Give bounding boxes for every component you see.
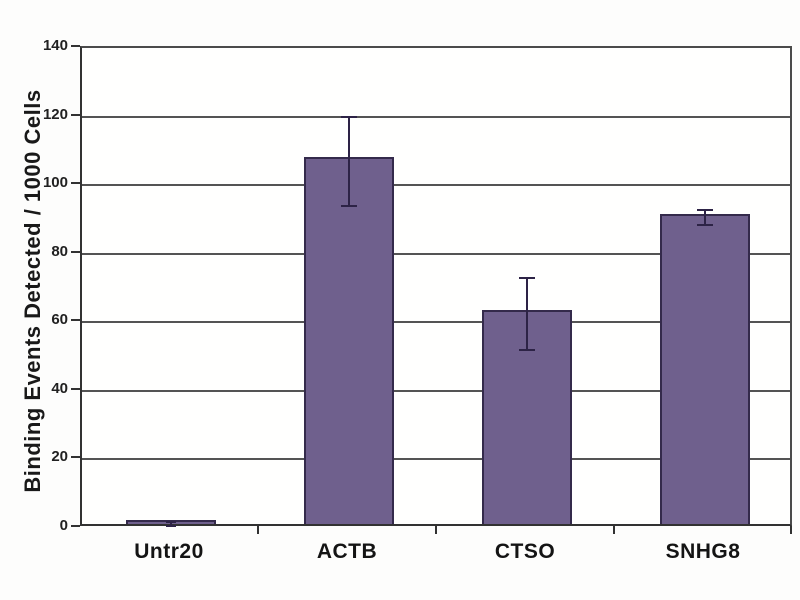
y-tick-label: 40	[51, 379, 68, 397]
gridline	[82, 458, 790, 461]
error-bar-cap	[341, 204, 357, 207]
y-tick-label: 120	[42, 105, 68, 123]
plot-area	[80, 46, 792, 527]
y-tick-label: 0	[59, 517, 68, 534]
error-bar-cap	[697, 209, 713, 212]
gridline	[82, 389, 790, 392]
x-tick-mark	[790, 526, 792, 534]
y-tick-mark	[71, 250, 80, 253]
error-bar-cap	[519, 276, 535, 279]
error-bar-cap	[166, 520, 176, 523]
y-tick-label: 60	[51, 311, 68, 329]
x-category-label: ACTB	[316, 540, 378, 563]
error-bar-cap	[697, 224, 713, 227]
y-tick-mark	[71, 456, 80, 459]
gridline	[82, 115, 790, 118]
y-tick-label: 20	[51, 448, 68, 466]
y-tick-label: 100	[42, 174, 68, 192]
x-tick-mark	[257, 526, 259, 534]
error-bar-cap	[519, 348, 535, 351]
y-tick-mark	[71, 182, 80, 185]
gridline	[82, 252, 790, 255]
gridline	[82, 321, 790, 324]
x-tick-mark	[435, 526, 437, 534]
x-tick-mark	[613, 526, 615, 534]
y-tick-mark	[71, 525, 80, 527]
error-bar	[704, 210, 706, 226]
error-bar-cap	[166, 524, 176, 527]
bar-snhg8	[660, 213, 750, 524]
error-bar-cap	[341, 115, 357, 118]
y-tick-label: 80	[51, 242, 68, 260]
error-bar	[348, 116, 350, 206]
y-tick-mark	[71, 113, 80, 116]
x-category-label: SNHG8	[665, 540, 741, 563]
y-tick-mark	[71, 319, 80, 322]
bar-actb	[304, 157, 394, 524]
x-category-label: CTSO	[494, 540, 556, 563]
y-tick-mark	[71, 387, 80, 390]
y-tick-label: 140	[42, 37, 68, 54]
gridline	[82, 184, 790, 187]
y-axis-title: Binding Events Detected / 1000 Cells	[20, 89, 45, 493]
x-category-label: Untr20	[134, 540, 204, 563]
error-bar	[526, 277, 528, 350]
y-tick-mark	[71, 45, 80, 47]
error-bar	[170, 521, 172, 526]
